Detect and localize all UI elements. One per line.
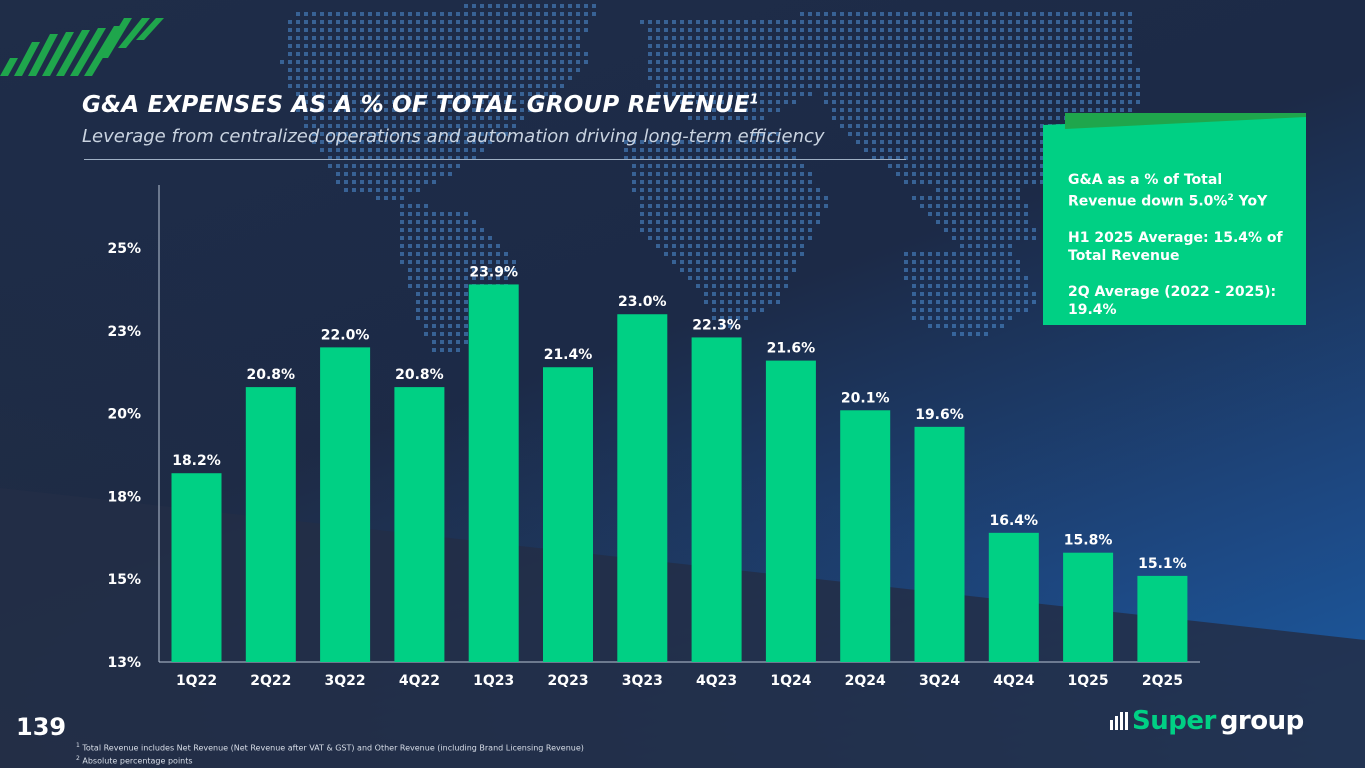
bar-2Q22 [245, 387, 296, 662]
summary-callout: G&A as a % of Total Revenue down 5.0%2 Y… [1043, 113, 1306, 325]
data-label-4Q24: 16.4% [990, 513, 1039, 529]
data-label-2Q23: 21.4% [544, 347, 593, 363]
bar-3Q22 [320, 347, 371, 662]
x-tick-label-2Q24: 2Q24 [845, 673, 886, 689]
data-label-2Q22: 20.8% [247, 367, 296, 383]
x-tick-label-2Q25: 2Q25 [1142, 673, 1183, 689]
y-tick-label: 18% [107, 489, 141, 505]
bar-3Q24 [914, 426, 965, 662]
footnotes: 1 Total Revenue includes Net Revenue (Ne… [76, 741, 584, 766]
footnote-1: 1 Total Revenue includes Net Revenue (Ne… [76, 742, 584, 753]
x-tick-label-3Q22: 3Q22 [325, 673, 366, 689]
bar-1Q25 [1063, 552, 1114, 662]
data-label-2Q25: 15.1% [1138, 556, 1187, 572]
logo-bars-icon [1110, 712, 1128, 730]
x-tick-label-4Q24: 4Q24 [993, 673, 1034, 689]
data-label-1Q23: 23.9% [469, 264, 518, 280]
data-label-1Q22: 18.2% [172, 453, 221, 469]
bar-2Q24 [840, 410, 891, 662]
slide-title: G&A EXPENSES AS A % OF TOTAL GROUP REVEN… [82, 92, 759, 118]
callout-2q-average: 2Q Average (2022 - 2025): 19.4% [1068, 283, 1277, 318]
bar-4Q24 [988, 532, 1039, 662]
x-tick-label-1Q23: 1Q23 [473, 673, 514, 689]
data-label-4Q22: 20.8% [395, 367, 444, 383]
logo-text-super: Super [1132, 706, 1216, 736]
slide-subtitle: Leverage from centralized operations and… [82, 126, 825, 147]
x-tick-label-4Q22: 4Q22 [399, 673, 440, 689]
bar-2Q25 [1137, 575, 1188, 662]
x-tick-label-1Q22: 1Q22 [176, 673, 217, 689]
bar-2Q23 [543, 367, 593, 662]
bar-1Q22 [171, 473, 222, 662]
footnote-2: 2 Absolute percentage points [76, 754, 193, 766]
bar-3Q23 [617, 314, 668, 662]
y-tick-label: 13% [107, 655, 141, 671]
y-tick-label: 15% [107, 572, 141, 588]
y-tick-label: 23% [107, 324, 141, 340]
callout-h1-average: H1 2025 Average: 15.4% of Total Revenue [1068, 229, 1283, 264]
page-number: 139 [16, 713, 67, 741]
data-label-3Q22: 22.0% [321, 327, 370, 343]
data-label-1Q24: 21.6% [767, 341, 816, 357]
data-label-1Q25: 15.8% [1064, 533, 1113, 549]
y-tick-label: 25% [107, 241, 141, 257]
corner-stripes [0, 18, 164, 76]
data-label-3Q24: 19.6% [915, 407, 964, 423]
data-label-2Q24: 20.1% [841, 390, 890, 406]
bar-1Q24 [765, 360, 816, 662]
callout-text: G&A as a % of Total Revenue down 5.0%2 Y… [1068, 171, 1293, 337]
data-label-3Q23: 23.0% [618, 294, 667, 310]
bar-1Q23 [468, 284, 519, 662]
data-label-4Q23: 22.3% [692, 317, 741, 333]
x-tick-label-3Q24: 3Q24 [919, 673, 960, 689]
x-tick-label-2Q22: 2Q22 [250, 673, 291, 689]
bar-4Q23 [691, 337, 742, 662]
title-divider [84, 159, 906, 160]
x-tick-label-1Q24: 1Q24 [770, 673, 811, 689]
x-tick-label-1Q25: 1Q25 [1068, 673, 1109, 689]
x-tick-label-2Q23: 2Q23 [547, 673, 588, 689]
x-tick-label-4Q23: 4Q23 [696, 673, 737, 689]
callout-yoy: G&A as a % of Total Revenue down 5.0%2 Y… [1068, 172, 1268, 210]
logo-text-group: group [1219, 706, 1304, 736]
bar-4Q22 [394, 387, 445, 662]
supergroup-logo: Super group [1110, 706, 1304, 736]
x-tick-label-3Q23: 3Q23 [622, 673, 663, 689]
callout-panel [1043, 113, 1306, 325]
y-tick-label: 20% [107, 407, 141, 423]
